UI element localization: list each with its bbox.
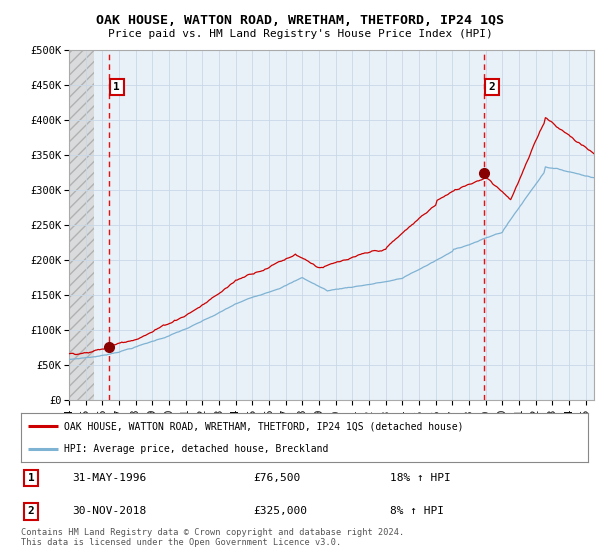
Bar <box>69 50 94 400</box>
Text: HPI: Average price, detached house, Breckland: HPI: Average price, detached house, Brec… <box>64 444 328 454</box>
Text: £325,000: £325,000 <box>253 506 307 516</box>
Text: Contains HM Land Registry data © Crown copyright and database right 2024.
This d: Contains HM Land Registry data © Crown c… <box>21 528 404 548</box>
Text: OAK HOUSE, WATTON ROAD, WRETHAM, THETFORD, IP24 1QS: OAK HOUSE, WATTON ROAD, WRETHAM, THETFOR… <box>96 14 504 27</box>
Text: OAK HOUSE, WATTON ROAD, WRETHAM, THETFORD, IP24 1QS (detached house): OAK HOUSE, WATTON ROAD, WRETHAM, THETFOR… <box>64 421 463 431</box>
Text: 2: 2 <box>488 82 495 92</box>
Text: £76,500: £76,500 <box>253 473 301 483</box>
Text: 18% ↑ HPI: 18% ↑ HPI <box>389 473 450 483</box>
Text: 30-NOV-2018: 30-NOV-2018 <box>72 506 146 516</box>
Text: Price paid vs. HM Land Registry's House Price Index (HPI): Price paid vs. HM Land Registry's House … <box>107 29 493 39</box>
Text: 2: 2 <box>28 506 35 516</box>
Text: 31-MAY-1996: 31-MAY-1996 <box>72 473 146 483</box>
Text: 1: 1 <box>28 473 35 483</box>
Text: 8% ↑ HPI: 8% ↑ HPI <box>389 506 443 516</box>
Text: 1: 1 <box>113 82 120 92</box>
